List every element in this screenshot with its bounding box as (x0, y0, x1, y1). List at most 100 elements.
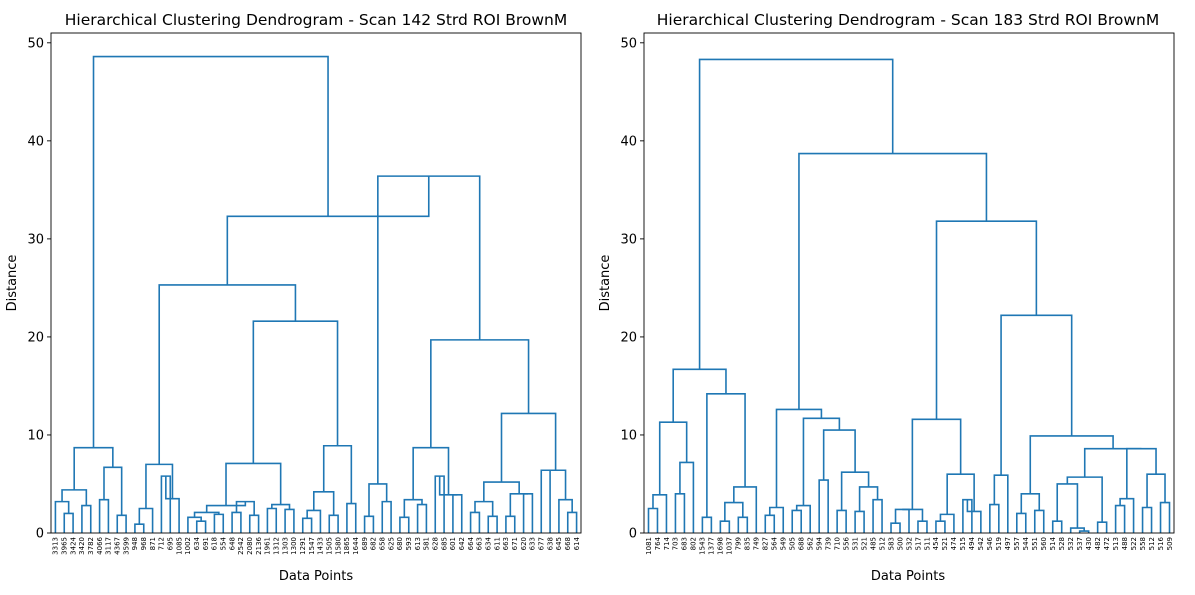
leaf-label: 497 (1004, 537, 1012, 550)
leaf-label: 532 (1067, 537, 1075, 550)
leaf-label: 663 (502, 537, 510, 550)
leaf-label: 613 (414, 537, 422, 550)
leaf-label: 2136 (255, 536, 263, 554)
dendrogram-link (701, 516, 713, 533)
left-dendrogram-panel: Hierarchical Clustering Dendrogram - Sca… (5, 11, 582, 584)
dendrogram-link (98, 498, 110, 533)
leaf-label: 1547 (308, 537, 316, 555)
leaf-label: 668 (564, 537, 572, 550)
leaf-label: 560 (1040, 537, 1048, 550)
dendrogram-link (487, 515, 498, 533)
leaf-label: 835 (744, 537, 752, 550)
leaf-label: 3117 (105, 537, 113, 555)
dendrogram-link (698, 58, 894, 370)
leaf-label: 472 (1103, 537, 1111, 550)
dendrogram-link (733, 486, 758, 533)
dendrogram-link (737, 516, 749, 533)
leaf-label: 634 (193, 536, 201, 550)
leaf-label: 1433 (317, 537, 325, 555)
leaf-label: 671 (511, 537, 519, 550)
leaf-label: 557 (1013, 537, 1021, 550)
right-dendrogram-links (647, 58, 1171, 533)
dendrogram-link (946, 473, 975, 515)
right-chart-title: Hierarchical Clustering Dendrogram - Sca… (657, 11, 1160, 29)
dendrogram-link (381, 500, 392, 533)
leaf-label: 581 (423, 537, 431, 550)
leaf-label: 512 (878, 537, 886, 550)
leaf-label: 513 (1112, 537, 1120, 550)
leaf-label: 749 (753, 537, 761, 550)
leaf-label: 1865 (343, 537, 351, 555)
dendrogram-link (134, 523, 145, 533)
leaf-label: 537 (1076, 537, 1084, 550)
dendrogram-link (791, 509, 803, 533)
leaf-label: 642 (458, 537, 466, 550)
y-tick-label: 40 (620, 134, 637, 149)
dendrogram-link (252, 320, 339, 464)
dendrogram-link (1066, 476, 1103, 523)
dendrogram-link (103, 466, 123, 516)
dendrogram-link (822, 429, 856, 481)
dendrogram-link (1119, 497, 1135, 533)
leaf-label: 638 (546, 537, 554, 550)
dendrogram-link (652, 493, 668, 533)
dendrogram-link (271, 503, 291, 510)
dendrogram-link (187, 516, 202, 533)
leaf-label: 710 (833, 537, 841, 550)
leaf-label: 514 (1049, 536, 1057, 550)
leaf-label: 532 (905, 537, 913, 550)
y-tick-label: 50 (620, 36, 637, 51)
y-tick-label: 10 (27, 428, 44, 443)
dendrogram-link (346, 502, 357, 533)
right-y-axis-label: Distance (598, 255, 613, 312)
leaf-label: 3965 (61, 537, 69, 555)
leaf-label: 528 (1058, 537, 1066, 550)
dendrogram-link (1159, 501, 1171, 533)
leaf-label: 1312 (273, 537, 281, 555)
leaf-label: 3599 (122, 537, 130, 555)
leaf-label: 682 (370, 537, 378, 550)
dendrogram-link (872, 498, 883, 533)
dendrogram-link (1051, 520, 1063, 533)
dendrogram-link (483, 481, 520, 502)
dendrogram-link (522, 492, 534, 533)
leaf-label: 625 (387, 537, 395, 550)
leaf-label: 1505 (326, 537, 334, 555)
leaf-label: 482 (1094, 537, 1102, 550)
leaf-label: 522 (1130, 537, 1138, 550)
dendrogram-link (54, 500, 70, 533)
right-y-ticks: 0 10 20 30 40 50 (620, 36, 644, 542)
dendrogram-link (917, 520, 928, 533)
dendrogram-link (505, 515, 516, 533)
leaf-label: 3420 (78, 537, 86, 555)
dendrogram-link (322, 444, 353, 504)
dendrogram-link (768, 506, 785, 533)
dendrogram-link (63, 512, 74, 533)
dendrogram-link (764, 514, 776, 533)
dendrogram-link (647, 507, 659, 533)
leaf-label: 611 (493, 537, 501, 550)
leaf-label: 712 (158, 537, 166, 550)
leaf-label: 531 (851, 537, 859, 550)
dendrogram-link (890, 522, 901, 533)
leaf-label: 614 (573, 536, 581, 550)
dendrogram-link (434, 475, 445, 533)
dendrogram-link (368, 483, 388, 517)
dendrogram-link (231, 511, 242, 533)
leaf-label: 1377 (708, 537, 716, 555)
leaf-label: 562 (806, 537, 814, 550)
leaf-label: 4066 (96, 536, 104, 554)
dendrogram-link (798, 152, 988, 410)
dendrogram-link (61, 489, 88, 506)
dendrogram-link (911, 418, 962, 510)
dendrogram-link (235, 500, 255, 516)
dendrogram-link (540, 469, 551, 533)
dendrogram-link (469, 511, 481, 533)
leaf-label: 551 (1031, 537, 1039, 550)
leaf-label: 515 (959, 537, 967, 550)
dendrogram-link (545, 469, 567, 500)
y-tick-label: 0 (629, 527, 637, 542)
dendrogram-link (416, 503, 428, 533)
dendrogram-link (195, 520, 207, 533)
leaf-label: 663 (476, 537, 484, 550)
